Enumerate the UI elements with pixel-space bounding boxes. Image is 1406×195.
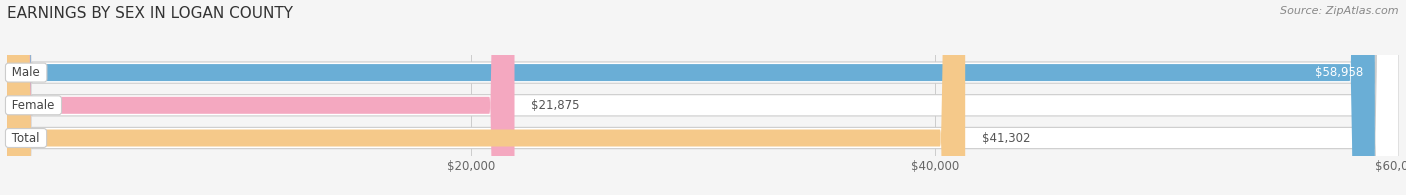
Text: $58,958: $58,958 bbox=[1316, 66, 1364, 79]
Text: Total: Total bbox=[8, 131, 44, 144]
Text: $21,875: $21,875 bbox=[531, 99, 579, 112]
FancyBboxPatch shape bbox=[7, 0, 1399, 195]
Text: Female: Female bbox=[8, 99, 59, 112]
Text: Male: Male bbox=[8, 66, 44, 79]
Text: Source: ZipAtlas.com: Source: ZipAtlas.com bbox=[1281, 6, 1399, 16]
FancyBboxPatch shape bbox=[7, 0, 1375, 195]
FancyBboxPatch shape bbox=[7, 0, 965, 195]
FancyBboxPatch shape bbox=[7, 0, 515, 195]
FancyBboxPatch shape bbox=[7, 0, 1399, 195]
Text: $41,302: $41,302 bbox=[981, 131, 1031, 144]
Text: EARNINGS BY SEX IN LOGAN COUNTY: EARNINGS BY SEX IN LOGAN COUNTY bbox=[7, 6, 292, 21]
FancyBboxPatch shape bbox=[7, 0, 1399, 195]
